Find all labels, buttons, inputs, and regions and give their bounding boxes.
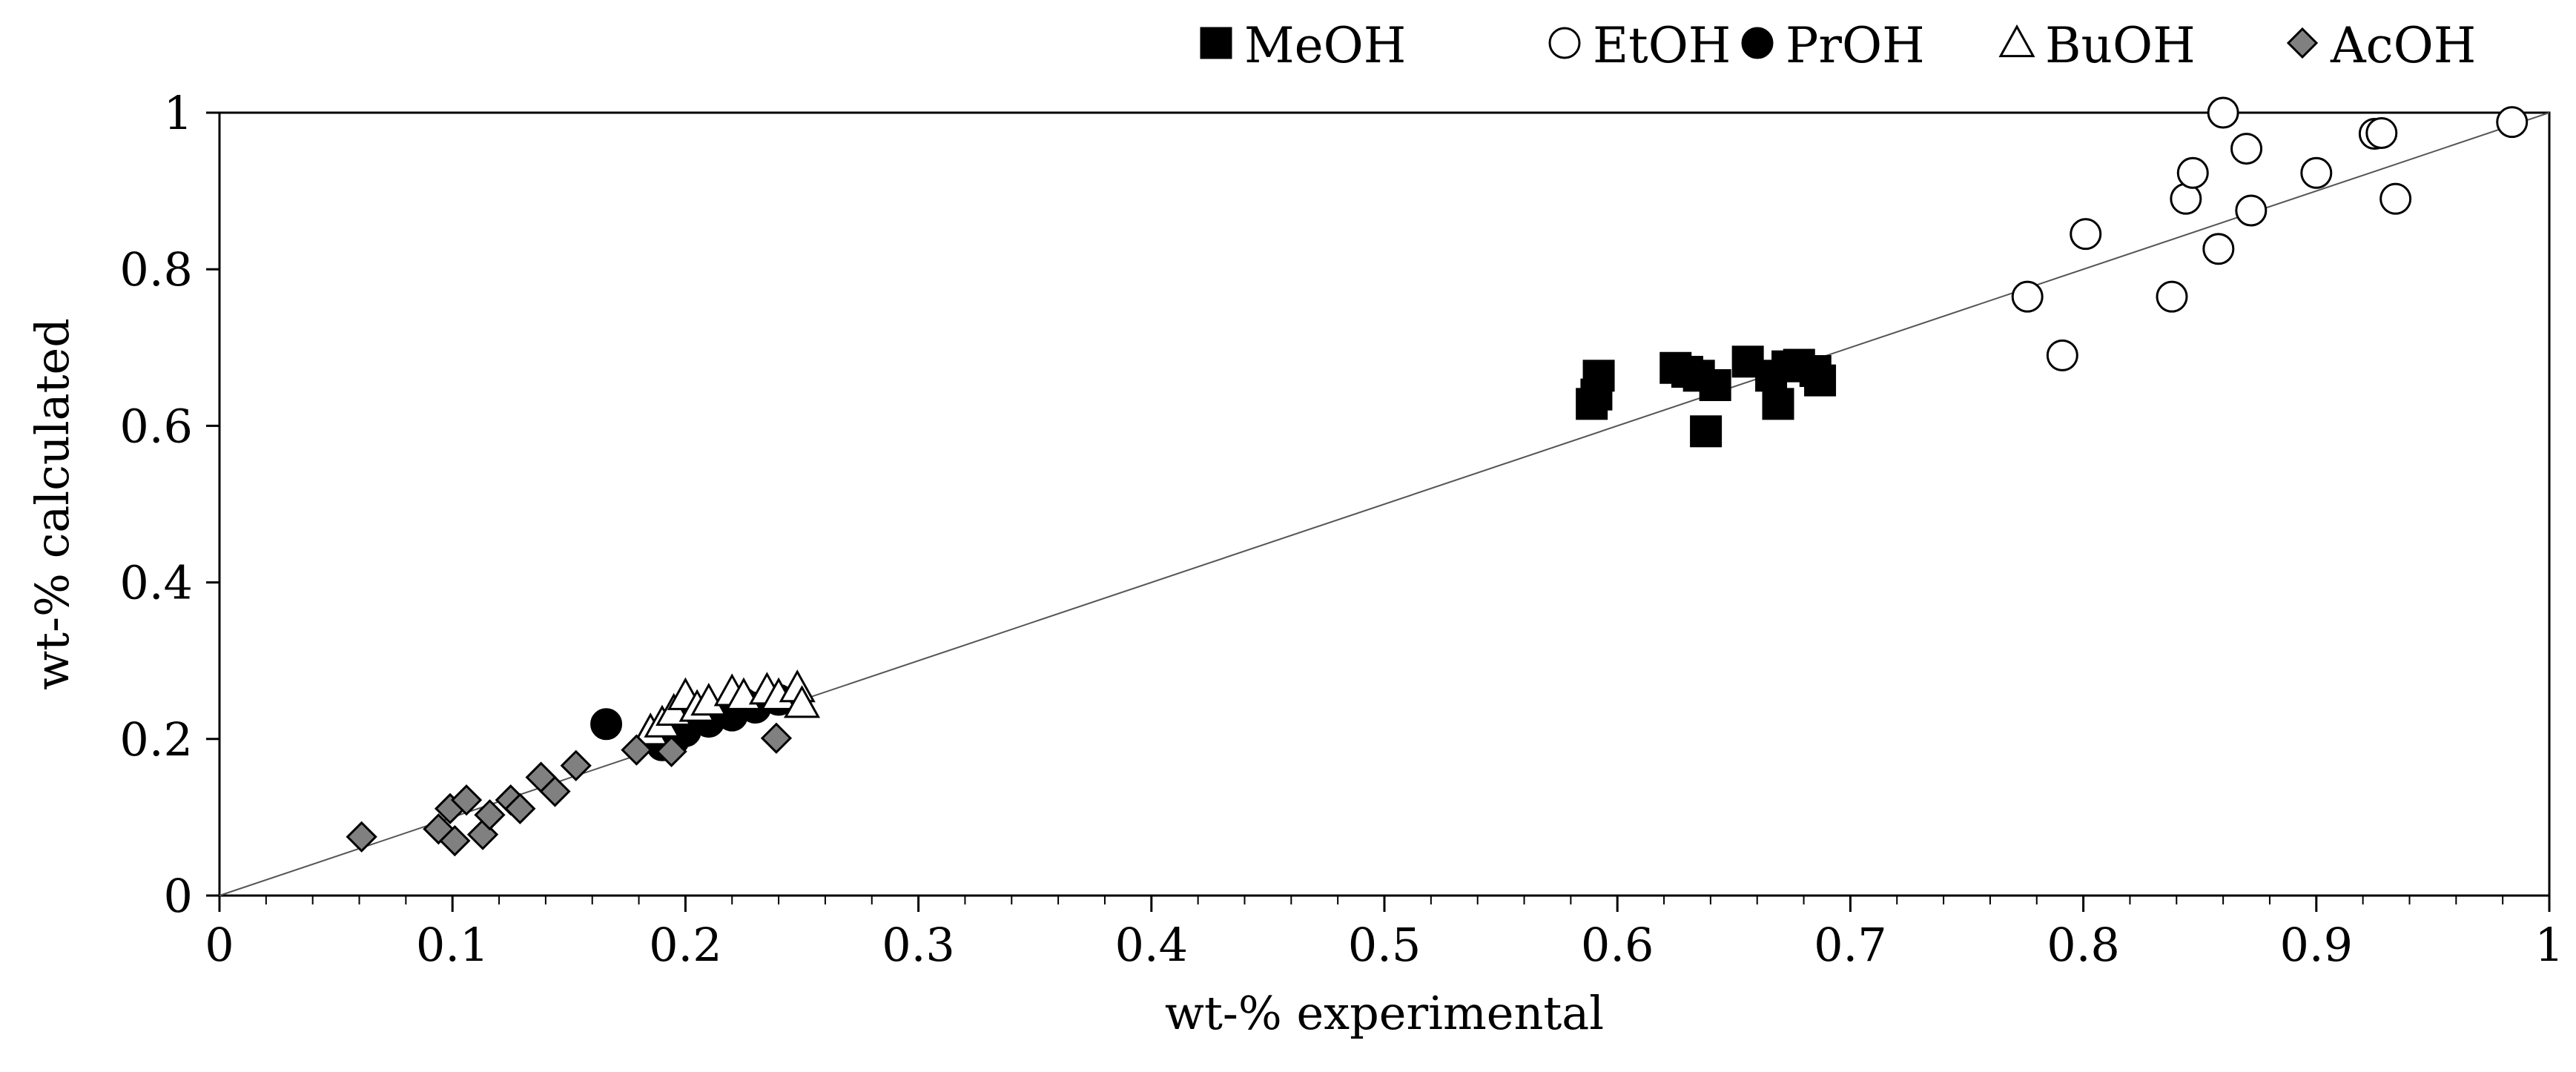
y-axis-title: wt-% calculated [25, 318, 79, 690]
buoh-legend-marker [1998, 24, 2035, 58]
etoh-point [2156, 280, 2188, 313]
buoh-point [690, 683, 727, 716]
etoh-legend-marker [1548, 27, 1581, 59]
proh-point [590, 708, 623, 741]
y-tick-label: 0.8 [119, 242, 193, 297]
y-tick-label: 0.2 [119, 712, 193, 767]
acoh-point [621, 734, 653, 766]
etoh-point [2011, 280, 2044, 313]
acoh-point [655, 735, 687, 767]
acoh-point [450, 784, 483, 816]
series-meoh [1576, 345, 1837, 448]
meoh-point [1804, 364, 1837, 397]
meoh-point [1582, 360, 1615, 392]
etoh-point [2046, 339, 2078, 371]
legend-label: BuOH [2045, 17, 2196, 74]
legend-item-meoh: MeOH [1200, 17, 1406, 74]
etoh-point [2202, 233, 2235, 265]
acoh-point [504, 793, 536, 824]
legend-label: AcOH [2330, 17, 2476, 74]
meoh-point [1690, 415, 1723, 448]
acoh-point [346, 821, 377, 853]
etoh-point [2380, 182, 2412, 215]
meoh-point [1699, 368, 1731, 401]
legend-label: EtOH [1593, 17, 1731, 74]
legend-item-proh: PrOH [1741, 17, 1925, 74]
etoh-point [2300, 156, 2333, 189]
y-tick-label: 0.4 [119, 556, 193, 610]
data-points-layer [346, 96, 2529, 857]
acoh-point [474, 799, 506, 831]
etoh-point [2235, 194, 2268, 227]
meoh-point [1762, 388, 1794, 420]
x-tick-label: 0.6 [1581, 918, 1654, 972]
etoh-point [2176, 156, 2209, 189]
legend-label: PrOH [1786, 17, 1925, 74]
x-tick-label: 1 [2534, 918, 2563, 972]
legend-item-buoh: BuOH [1998, 17, 2196, 74]
x-tick-label: 0.3 [882, 918, 955, 972]
x-tick-label: 0.8 [2047, 918, 2120, 972]
series-buoh [632, 669, 821, 746]
x-tick-label: 0.9 [2279, 918, 2353, 972]
proh-legend-marker [1741, 27, 1774, 59]
x-tick-label: 0.1 [416, 918, 489, 972]
x-axis-title: wt-% experimental [1165, 986, 1604, 1040]
x-tick-label: 0.2 [649, 918, 722, 972]
x-tick-label: 0.4 [1114, 918, 1188, 972]
buoh-point [783, 685, 821, 718]
legend-item-etoh: EtOH [1548, 17, 1731, 74]
etoh-point [2207, 96, 2239, 129]
x-tick-label: 0.5 [1348, 918, 1421, 972]
x-tick-label: 0 [205, 918, 234, 972]
acoh-point [439, 824, 471, 857]
etoh-point [2230, 133, 2263, 165]
legend-item-acoh: AcOH [2286, 17, 2476, 74]
series-etoh [2011, 96, 2529, 371]
acoh-point [560, 750, 592, 781]
acoh-point [539, 775, 571, 807]
series-acoh [346, 722, 793, 857]
legend-label: MeOH [1244, 17, 1406, 74]
x-tick-label: 0.7 [1814, 918, 1887, 972]
parity-line [219, 112, 2550, 896]
etoh-point [2365, 116, 2398, 149]
y-tick-label: 1 [164, 86, 193, 140]
etoh-point [2070, 218, 2102, 251]
y-tick-label: 0 [164, 869, 193, 923]
acoh-legend-marker [2286, 27, 2319, 59]
reference-line-layer [219, 112, 2550, 896]
axes: 0 0.1 0.2 0.3 0.4 0.5 0.6 0.7 0.8 0.9 1 0 0.2 0.4 0.6 0… [119, 86, 2563, 972]
legend: MeOH EtOH PrOH BuOH AcOH [1200, 17, 2476, 74]
etoh-point [2496, 106, 2529, 139]
meoh-legend-marker [1200, 27, 1232, 59]
y-tick-label: 0.6 [119, 399, 193, 453]
acoh-point [760, 722, 793, 754]
